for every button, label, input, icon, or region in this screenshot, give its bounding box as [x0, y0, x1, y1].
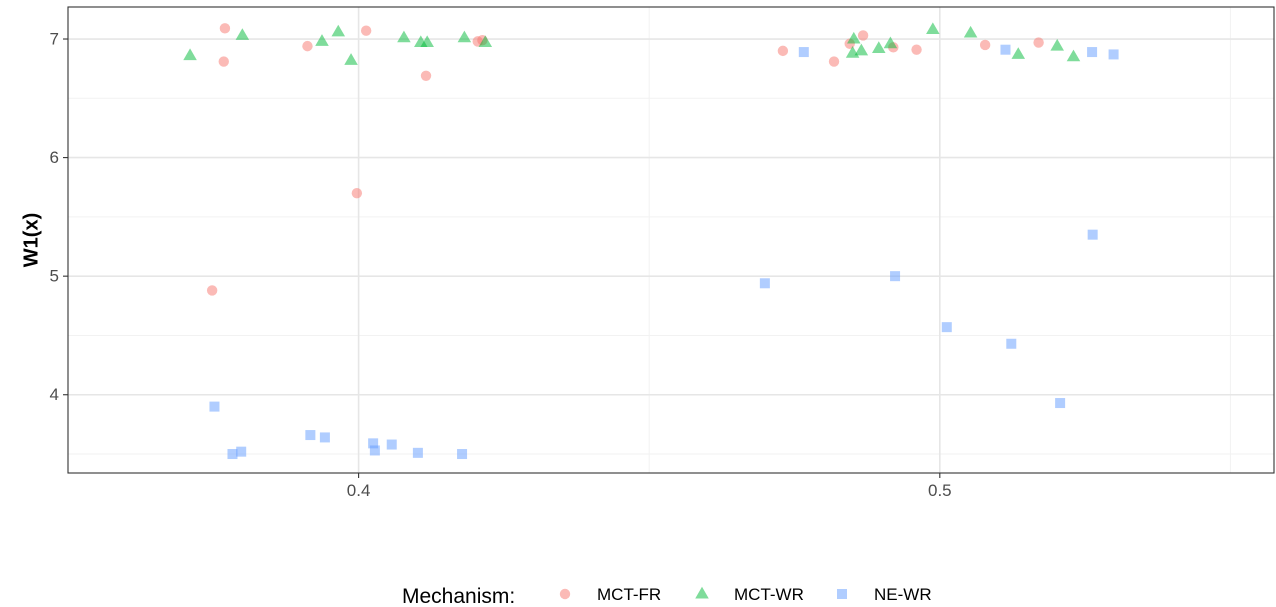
data-point-mct-fr: [360, 25, 372, 36]
data-point-ne-wr: [1108, 49, 1119, 60]
data-point-mct-wr: [926, 22, 940, 34]
data-point-mct-fr: [351, 187, 363, 199]
data-point-ne-wr: [941, 322, 952, 333]
data-point-mct-wr: [478, 35, 493, 48]
x-tick-label: 0.5: [928, 481, 952, 500]
data-point-ne-wr: [319, 432, 330, 443]
axis-ticks: [63, 38, 941, 478]
plot-background: [68, 7, 1274, 473]
data-point-mct-fr: [302, 40, 313, 52]
y-tick-label: 5: [50, 267, 59, 286]
legend-items: MCT-FR MCT-WR NE-WR: [559, 585, 932, 604]
legend-key-ne-wr: [837, 589, 847, 599]
legend-label-mct-fr: MCT-FR: [597, 585, 661, 604]
data-point-mct-fr: [911, 44, 922, 55]
minor-gridlines: [67, 7, 1274, 473]
data-point-ne-wr: [890, 271, 901, 282]
data-point-mct-wr: [235, 28, 250, 40]
data-point-mct-fr: [828, 56, 840, 67]
x-tick-label: 0.4: [347, 481, 371, 500]
data-point-ne-wr: [1006, 338, 1017, 349]
data-point-mct-fr: [420, 70, 432, 81]
data-point-ne-wr: [236, 446, 247, 457]
data-point-mct-wr: [397, 30, 411, 43]
data-point-ne-wr: [759, 278, 770, 289]
data-point-mct-wr: [1050, 38, 1064, 51]
data-point-mct-wr: [1066, 49, 1081, 62]
data-point-mct-wr: [854, 43, 869, 56]
data-point-mct-wr: [344, 53, 358, 65]
legend-key-mct-fr: [559, 588, 571, 600]
major-gridlines: [68, 7, 1274, 473]
data-point-mct-wr: [331, 24, 346, 37]
data-point-mct-wr: [1011, 47, 1026, 59]
y-tick-label: 6: [50, 148, 59, 167]
legend: Mechanism: MCT-FR MCT-WR NE-WR: [402, 585, 932, 607]
data-point-mct-wr: [847, 31, 861, 44]
data-point-ne-wr: [368, 438, 379, 449]
y-tick-label: 7: [50, 30, 59, 49]
data-points: [183, 22, 1119, 460]
data-point-mct-wr: [872, 41, 886, 53]
data-point-ne-wr: [457, 449, 468, 460]
data-point-mct-fr: [857, 30, 869, 41]
data-point-ne-wr: [386, 439, 397, 450]
legend-key-mct-wr: [695, 586, 709, 599]
data-point-mct-fr: [219, 23, 231, 34]
data-point-mct-fr: [206, 285, 218, 296]
legend-label-mct-wr: MCT-WR: [734, 585, 804, 604]
tick-labels: 0.4 0.5 4 5 6 7: [50, 30, 952, 500]
data-point-ne-wr: [227, 449, 238, 460]
data-point-mct-wr: [963, 25, 978, 38]
data-point-mct-wr: [883, 36, 898, 49]
data-point-ne-wr: [412, 447, 423, 458]
data-point-ne-wr: [798, 47, 809, 58]
data-point-ne-wr: [1087, 47, 1098, 58]
data-point-mct-fr: [979, 39, 991, 51]
legend-label-ne-wr: NE-WR: [874, 585, 932, 604]
data-point-ne-wr: [1000, 44, 1011, 55]
data-point-mct-fr: [1033, 37, 1044, 48]
y-tick-label: 4: [50, 385, 59, 404]
data-point-mct-wr: [420, 35, 434, 48]
data-point-mct-wr: [183, 48, 197, 61]
data-point-ne-wr: [1055, 398, 1066, 409]
data-point-mct-wr: [315, 34, 329, 46]
data-point-ne-wr: [209, 401, 220, 412]
data-point-ne-wr: [1087, 229, 1098, 240]
plot-panel-border: [67, 6, 1275, 474]
legend-title: Mechanism:: [402, 585, 515, 607]
data-point-mct-wr: [457, 30, 472, 43]
data-point-mct-fr: [218, 56, 229, 67]
data-point-mct-fr: [777, 45, 789, 57]
y-axis-title: W1(x): [20, 213, 42, 267]
data-point-ne-wr: [369, 445, 380, 456]
data-point-ne-wr: [305, 430, 316, 441]
